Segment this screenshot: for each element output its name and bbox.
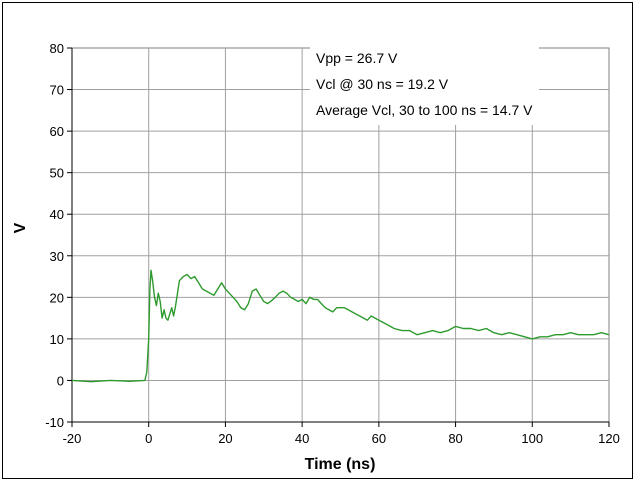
y-tick-label: 30 [50, 249, 64, 264]
series-line [71, 269, 610, 383]
y-tick-label: 60 [50, 124, 64, 139]
y-tick-label: 50 [50, 166, 64, 181]
x-tick-label: 0 [145, 431, 152, 446]
y-tick-label: 40 [50, 207, 64, 222]
x-tick-label: 80 [448, 431, 462, 446]
y-tick-labels: 80 70 60 50 40 30 20 10 0 -10 [45, 41, 64, 430]
y-tick-label: 10 [50, 332, 64, 347]
chart-frame: -20 0 20 40 60 80 100 120 80 70 60 50 40 30 20 10 0 -10 … [2, 2, 633, 479]
series-group [71, 269, 610, 383]
x-tick-labels: -20 0 20 40 60 80 100 120 [63, 431, 620, 446]
annotation-vpp: Vpp = 26.7 V [316, 50, 398, 66]
y-tick-label: 20 [50, 290, 64, 305]
x-tick-label: 40 [295, 431, 309, 446]
x-tick-label: 20 [218, 431, 232, 446]
x-axis-label: Time (ns) [305, 456, 376, 473]
y-tick-label: 80 [50, 41, 64, 56]
y-axis-label: V [12, 222, 29, 233]
x-tick-label: 100 [521, 431, 543, 446]
x-tick-label: 60 [372, 431, 386, 446]
annotation-vcl-30ns: Vcl @ 30 ns = 19.2 V [316, 76, 449, 92]
x-tick-label: 120 [598, 431, 620, 446]
axes [67, 47, 610, 427]
y-tick-label: 0 [57, 373, 64, 388]
x-tick-label: -20 [63, 431, 82, 446]
annotation-box: Vpp = 26.7 V Vcl @ 30 ns = 19.2 V Averag… [310, 43, 539, 125]
y-tick-label: 70 [50, 83, 64, 98]
annotation-average-vcl: Average Vcl, 30 to 100 ns = 14.7 V [316, 102, 533, 118]
y-tick-label: -10 [45, 415, 64, 430]
